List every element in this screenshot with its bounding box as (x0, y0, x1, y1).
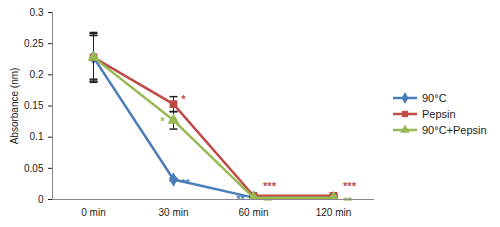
svg-text:60 min: 60 min (238, 207, 268, 218)
svg-text:**: ** (343, 195, 352, 207)
html-text:Pepsin: Pepsin (422, 107, 456, 120)
svg-text:Absorbance (nm): Absorbance (nm) (9, 68, 20, 145)
svg-text:0.05: 0.05 (24, 163, 44, 174)
svg-text:*: * (181, 93, 186, 105)
html-text:90°C+Pepsin: 90°C+Pepsin (422, 123, 487, 136)
svg-text:0.3: 0.3 (30, 7, 44, 18)
svg-text:***: *** (343, 180, 357, 192)
svg-text:0.25: 0.25 (24, 38, 44, 49)
svg-text:0: 0 (38, 194, 44, 205)
svg-text:0 min: 0 min (81, 207, 105, 218)
svg-text:*: * (160, 115, 165, 127)
html-text:90°C: 90°C (422, 91, 447, 104)
svg-text:**: ** (263, 195, 272, 207)
svg-text:0.1: 0.1 (30, 131, 44, 142)
svg-text:30 min: 30 min (158, 207, 188, 218)
svg-text:120 min: 120 min (316, 207, 352, 218)
svg-text:***: *** (263, 180, 277, 192)
svg-text:**: ** (181, 177, 190, 189)
svg-text:0.2: 0.2 (30, 69, 44, 80)
svg-text:0.15: 0.15 (24, 100, 44, 111)
